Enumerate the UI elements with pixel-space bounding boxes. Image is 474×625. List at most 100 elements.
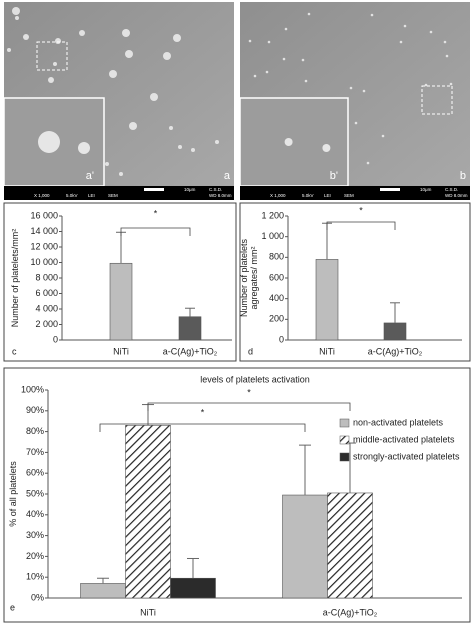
y-tick-label: 800 [269, 252, 284, 262]
platelet [7, 48, 11, 52]
platelet [129, 122, 137, 130]
platelet [322, 144, 331, 152]
platelet [443, 40, 447, 44]
image-info: 5.0kV [66, 193, 78, 198]
y-tick-label: 2 000 [35, 319, 58, 329]
y-tick-label: 50% [26, 488, 44, 498]
platelet [79, 30, 85, 36]
image-info: 10μm [420, 187, 432, 192]
chart-title: levels of platelets activation [200, 374, 310, 384]
y-tick-label: 1 000 [261, 231, 284, 241]
image-info: C.S.D. [445, 187, 458, 192]
platelet [105, 162, 109, 166]
significance-marker: * [247, 387, 251, 397]
panel-label: b [460, 170, 466, 182]
inset-label: b' [330, 170, 338, 182]
significance-marker: * [154, 208, 158, 218]
legend-swatch [339, 418, 350, 428]
platelet [248, 39, 252, 43]
y-tick-label: 30% [26, 530, 44, 540]
image-info: 5.0kV [302, 193, 314, 198]
y-tick-label: 0% [31, 592, 44, 602]
platelet [119, 172, 123, 176]
significance-marker: * [201, 407, 205, 417]
platelet [23, 34, 29, 40]
y-tick-label: 1 200 [261, 210, 284, 220]
significance-bracket [147, 402, 351, 411]
bar [315, 259, 339, 341]
platelet [78, 142, 90, 154]
y-tick-label: 400 [269, 293, 284, 303]
y-axis-label-line: % of all platelets [8, 461, 18, 527]
platelet [15, 16, 19, 20]
y-tick-label: 10% [26, 572, 44, 582]
y-tick-label: 600 [269, 272, 284, 282]
info-bar [4, 186, 234, 200]
y-tick-label: 0 [53, 334, 58, 344]
y-axis-label: % of all platelets [8, 461, 18, 527]
platelet [150, 93, 158, 101]
y-tick-label: 6 000 [35, 288, 58, 298]
platelet [349, 86, 353, 90]
platelet [429, 30, 433, 34]
y-axis-label: Number of platelets/mm² [10, 229, 20, 328]
y-tick-label: 80% [26, 426, 44, 436]
platelet [178, 145, 182, 149]
scale-bar [380, 188, 400, 191]
panel-label: a [224, 170, 231, 182]
bar [125, 425, 171, 599]
image-info: SEM [344, 193, 354, 198]
bar [170, 577, 216, 599]
platelet [449, 82, 453, 86]
y-tick-label: 12 000 [30, 241, 58, 251]
y-axis-label-line: Number of platelets [239, 238, 249, 317]
platelet [169, 126, 173, 130]
info-bar [240, 186, 470, 200]
platelet [48, 77, 54, 83]
image-info: LEI [88, 193, 95, 198]
image-info: X 1,000 [34, 193, 50, 198]
panel-frame [239, 202, 471, 362]
platelet [125, 50, 133, 58]
legend-swatch [339, 435, 350, 445]
y-axis-label: Number of plateletsagregates/ mm² [239, 238, 259, 317]
panel-label: c [12, 346, 17, 356]
y-tick-label: 8 000 [35, 272, 58, 282]
platelet [304, 79, 308, 83]
legend-label: strongly-activated platelets [353, 451, 460, 461]
image-info: WD 8.0mm [209, 193, 232, 198]
panel-frame [3, 202, 237, 362]
platelet [381, 134, 385, 138]
platelet [284, 138, 293, 146]
y-tick-label: 10 000 [30, 257, 58, 267]
x-tick-label: NiTi [319, 346, 335, 356]
platelet [282, 57, 286, 61]
image-info: X 1,000 [270, 193, 286, 198]
platelet [55, 38, 61, 44]
significance-bracket [99, 423, 306, 432]
bar [327, 492, 373, 599]
platelet [191, 148, 195, 152]
platelet [163, 52, 171, 60]
platelet [403, 24, 407, 28]
significance-bracket [326, 221, 396, 230]
y-tick-label: 0 [279, 334, 284, 344]
platelet [38, 131, 60, 153]
bar [80, 583, 126, 599]
legend-label: non-activated platelets [353, 417, 444, 427]
x-tick-label: NiTi [140, 607, 156, 617]
x-tick-label: a-C(Ag)+TiO₂ [323, 607, 378, 617]
platelet [173, 34, 181, 42]
image-info: SEM [108, 193, 118, 198]
platelet [307, 12, 311, 16]
y-tick-label: 16 000 [30, 210, 58, 220]
platelet [109, 70, 117, 78]
panel-label: e [10, 602, 15, 612]
image-info: WD 8.0mm [445, 193, 468, 198]
y-axis-label-line: agregates/ mm² [249, 246, 259, 309]
bar [109, 262, 133, 341]
platelet [301, 58, 305, 62]
platelet [122, 29, 130, 37]
platelet [370, 13, 374, 17]
